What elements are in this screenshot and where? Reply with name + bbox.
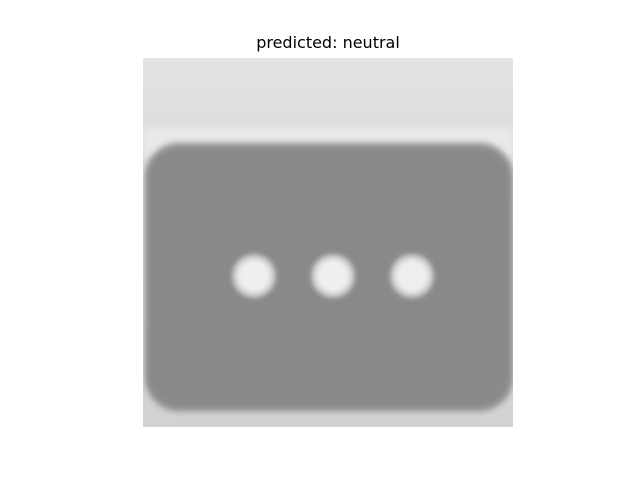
prediction-title: predicted: neutral — [256, 33, 400, 52]
dot-1 — [237, 259, 271, 293]
image-panel — [143, 58, 513, 427]
emoji-image — [143, 58, 513, 427]
dot-2 — [316, 259, 350, 293]
dot-3 — [395, 259, 429, 293]
